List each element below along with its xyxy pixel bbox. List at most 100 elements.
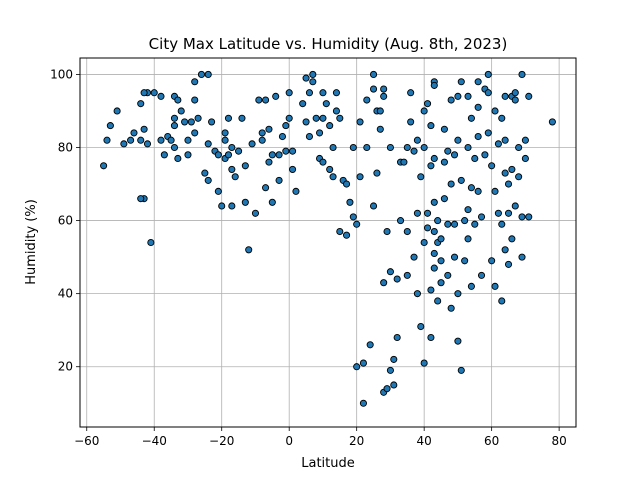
x-tick-label: −60 xyxy=(74,434,99,448)
data-point xyxy=(275,176,283,184)
data-point xyxy=(434,217,442,225)
data-point xyxy=(430,249,438,258)
data-point xyxy=(380,279,388,287)
data-point xyxy=(197,70,206,78)
data-point xyxy=(525,92,533,100)
data-point xyxy=(278,132,286,141)
data-point xyxy=(440,195,448,203)
data-point xyxy=(454,337,462,345)
data-point xyxy=(150,89,158,97)
data-point xyxy=(160,151,168,159)
data-point xyxy=(501,169,509,177)
data-point xyxy=(282,122,290,130)
y-tick-label: 60 xyxy=(58,214,73,228)
x-tick-label: −40 xyxy=(142,434,167,448)
data-point xyxy=(336,114,344,122)
data-point xyxy=(481,151,489,159)
data-point xyxy=(137,100,145,108)
data-point xyxy=(508,165,516,173)
data-point xyxy=(498,220,506,228)
data-point xyxy=(319,89,327,97)
data-point xyxy=(251,209,260,217)
data-point xyxy=(494,140,502,148)
data-point xyxy=(241,162,249,170)
data-point xyxy=(447,304,455,312)
data-point xyxy=(262,96,270,104)
x-tick-label: 20 xyxy=(349,434,364,448)
data-point xyxy=(201,169,209,177)
data-point xyxy=(326,165,334,173)
data-point xyxy=(157,136,165,144)
data-point xyxy=(484,89,492,97)
data-point xyxy=(430,264,438,272)
data-point xyxy=(393,275,401,283)
data-point xyxy=(417,322,425,331)
data-point xyxy=(275,151,283,159)
data-point xyxy=(299,100,307,108)
data-point xyxy=(245,246,253,254)
data-point xyxy=(488,162,496,170)
data-point xyxy=(353,220,361,228)
y-tick-label: 40 xyxy=(58,287,73,301)
data-point xyxy=(400,158,408,166)
data-point xyxy=(221,136,229,144)
y-tick-label: 20 xyxy=(58,360,73,374)
data-point xyxy=(410,253,418,261)
data-point xyxy=(309,78,317,86)
data-point xyxy=(376,107,384,115)
data-point xyxy=(548,118,556,126)
plot-frame xyxy=(79,57,577,428)
data-point xyxy=(511,96,519,104)
data-point xyxy=(383,227,391,236)
data-point xyxy=(181,118,189,126)
data-point xyxy=(454,92,462,100)
data-point xyxy=(174,154,182,163)
data-point xyxy=(454,290,462,298)
data-point xyxy=(191,96,199,104)
data-point xyxy=(511,202,519,210)
data-point xyxy=(147,238,155,247)
data-point xyxy=(214,151,222,159)
data-point xyxy=(174,96,182,104)
data-point xyxy=(312,114,320,122)
data-point xyxy=(467,184,475,192)
data-point xyxy=(437,257,445,265)
data-point xyxy=(316,129,324,137)
data-point xyxy=(224,114,233,122)
data-point xyxy=(501,136,509,144)
data-point xyxy=(265,125,273,133)
data-point xyxy=(501,246,509,254)
data-point xyxy=(430,154,438,163)
data-point xyxy=(444,220,452,228)
data-point xyxy=(329,143,337,152)
data-point xyxy=(370,85,378,93)
y-tick-label: 100 xyxy=(50,67,73,81)
data-point xyxy=(238,114,246,122)
data-point xyxy=(447,180,455,188)
data-point xyxy=(484,129,492,137)
data-point xyxy=(447,96,455,104)
data-point xyxy=(423,224,432,232)
data-point xyxy=(498,297,506,305)
x-tick-label: 60 xyxy=(484,434,499,448)
data-point xyxy=(346,198,354,206)
data-point xyxy=(363,96,371,104)
data-point xyxy=(518,253,526,261)
data-point xyxy=(353,363,361,371)
data-point xyxy=(140,125,148,133)
data-point xyxy=(258,136,266,144)
data-point xyxy=(427,286,435,294)
data-point xyxy=(120,140,128,148)
data-point xyxy=(450,253,459,261)
data-point xyxy=(450,220,459,228)
data-point xyxy=(450,151,459,159)
data-point xyxy=(498,114,506,122)
data-point xyxy=(255,96,263,104)
data-point xyxy=(224,151,233,159)
data-point xyxy=(491,187,499,195)
data-point xyxy=(177,107,185,115)
data-point xyxy=(457,78,465,86)
data-point xyxy=(403,271,411,279)
